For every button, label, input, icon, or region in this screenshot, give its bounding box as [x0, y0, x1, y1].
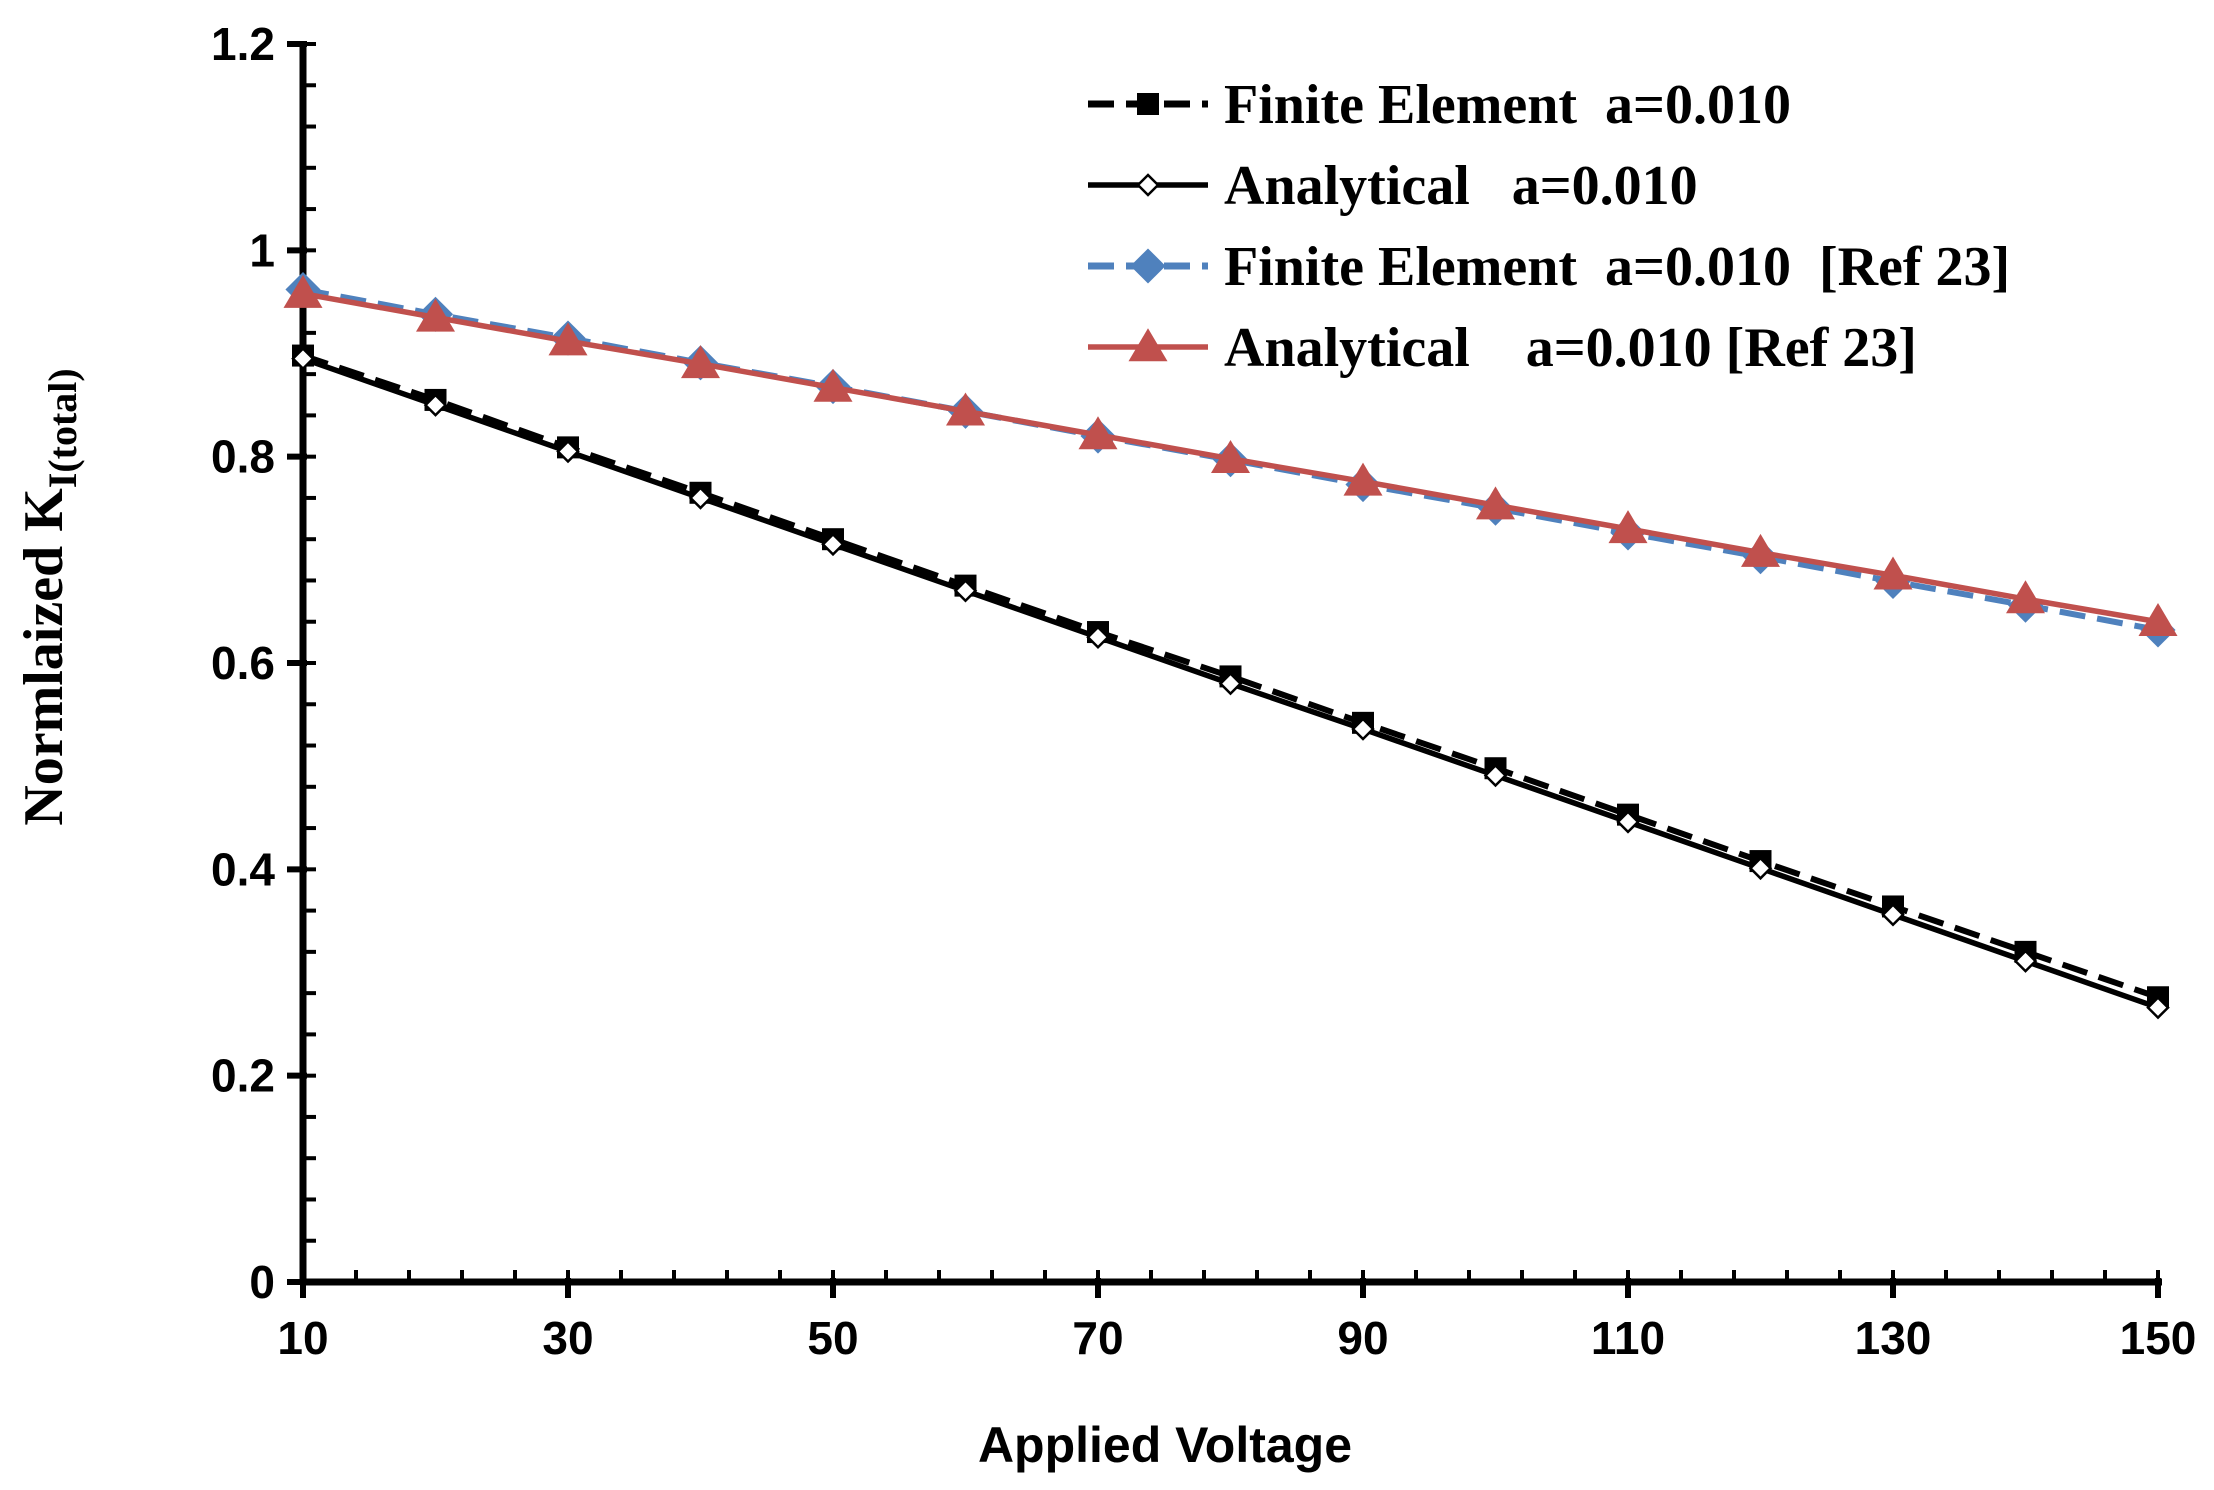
data-point [946, 392, 985, 426]
series-4 [283, 274, 2178, 636]
legend-item: Analytical a=0.010 [Ref 23] [1088, 317, 1917, 379]
data-point [1343, 462, 1383, 496]
y-tick-label: 1 [249, 224, 275, 276]
legend-swatch-marker [1136, 173, 1160, 197]
x-tick-label: 50 [807, 1312, 858, 1364]
data-point [1616, 810, 1640, 834]
x-tick-label: 30 [542, 1312, 593, 1364]
legend-swatch-marker [1128, 328, 1168, 362]
data-point [1078, 416, 1118, 450]
data-point [1873, 556, 1913, 590]
data-point [556, 439, 580, 464]
y-tick-labels: 0 0.2 0.4 0.6 0.8 1 1.2 [211, 18, 275, 1308]
data-point [1351, 717, 1375, 741]
data-point [688, 486, 713, 510]
y-tick-label: 1.2 [211, 18, 275, 70]
data-point [423, 393, 448, 417]
data-point [953, 579, 978, 603]
data-point [1741, 533, 1780, 567]
y-axis-title: Normlaized KI(total) [13, 368, 85, 825]
x-tick-label: 70 [1072, 1312, 1123, 1364]
data-point [681, 345, 720, 379]
plot-series [283, 271, 2178, 1020]
legend-swatch-marker [1137, 93, 1159, 115]
data-point [2146, 995, 2170, 1020]
y-tick-label: 0.6 [211, 637, 275, 689]
data-point [1086, 625, 1110, 649]
data-point [813, 368, 853, 402]
series-2 [291, 346, 2170, 1020]
y-tick-label: 0 [249, 1256, 275, 1308]
legend-label: Analytical a=0.010 [1224, 155, 1698, 217]
legend-item: Finite Element a=0.010 [Ref 23] [1088, 236, 2010, 298]
data-point [283, 274, 323, 308]
axes [287, 41, 2162, 1298]
legend-item: Analytical a=0.010 [1088, 155, 1698, 217]
y-axis-title-subscript: I(total) [40, 368, 85, 488]
x-tick-labels: 10 30 50 70 90 110 130 150 [277, 1312, 2196, 1364]
data-point [291, 346, 315, 371]
legend-label: Finite Element a=0.010 [Ref 23] [1224, 236, 2010, 298]
x-tick-label: 90 [1337, 1312, 1388, 1364]
data-point [1211, 439, 1250, 473]
data-point [1218, 671, 1243, 696]
legend-label: Finite Element a=0.010 [1224, 74, 1791, 136]
x-tick-label: 130 [1855, 1312, 1932, 1364]
legend: Finite Element a=0.010 Analytical a=0.010… [1088, 74, 2010, 379]
data-point [821, 532, 845, 557]
data-point [548, 322, 588, 356]
x-tick-label: 10 [277, 1312, 328, 1364]
data-point [2138, 602, 2178, 636]
data-point [2013, 949, 2038, 973]
legend-swatch-marker [1130, 248, 1166, 284]
y-tick-label: 0.8 [211, 431, 275, 483]
legend-item: Finite Element a=0.010 [1088, 74, 1791, 136]
x-axis-title: Applied Voltage [978, 1417, 1352, 1473]
x-tick-label: 150 [2120, 1312, 2197, 1364]
x-tick-label: 110 [1591, 1312, 1665, 1364]
legend-label: Analytical a=0.010 [Ref 23] [1224, 317, 1917, 379]
data-point [1748, 856, 1773, 881]
y-axis-title-main: Normlaized K [13, 488, 75, 826]
series-line [302, 352, 2159, 1001]
data-point [2006, 580, 2045, 614]
data-point [1476, 486, 1515, 520]
data-point [1483, 763, 1508, 788]
y-tick-label: 0.2 [211, 1050, 275, 1102]
y-tick-label: 0.4 [211, 843, 275, 895]
data-point [1881, 902, 1905, 927]
data-point [416, 298, 455, 332]
data-point [1608, 510, 1648, 544]
